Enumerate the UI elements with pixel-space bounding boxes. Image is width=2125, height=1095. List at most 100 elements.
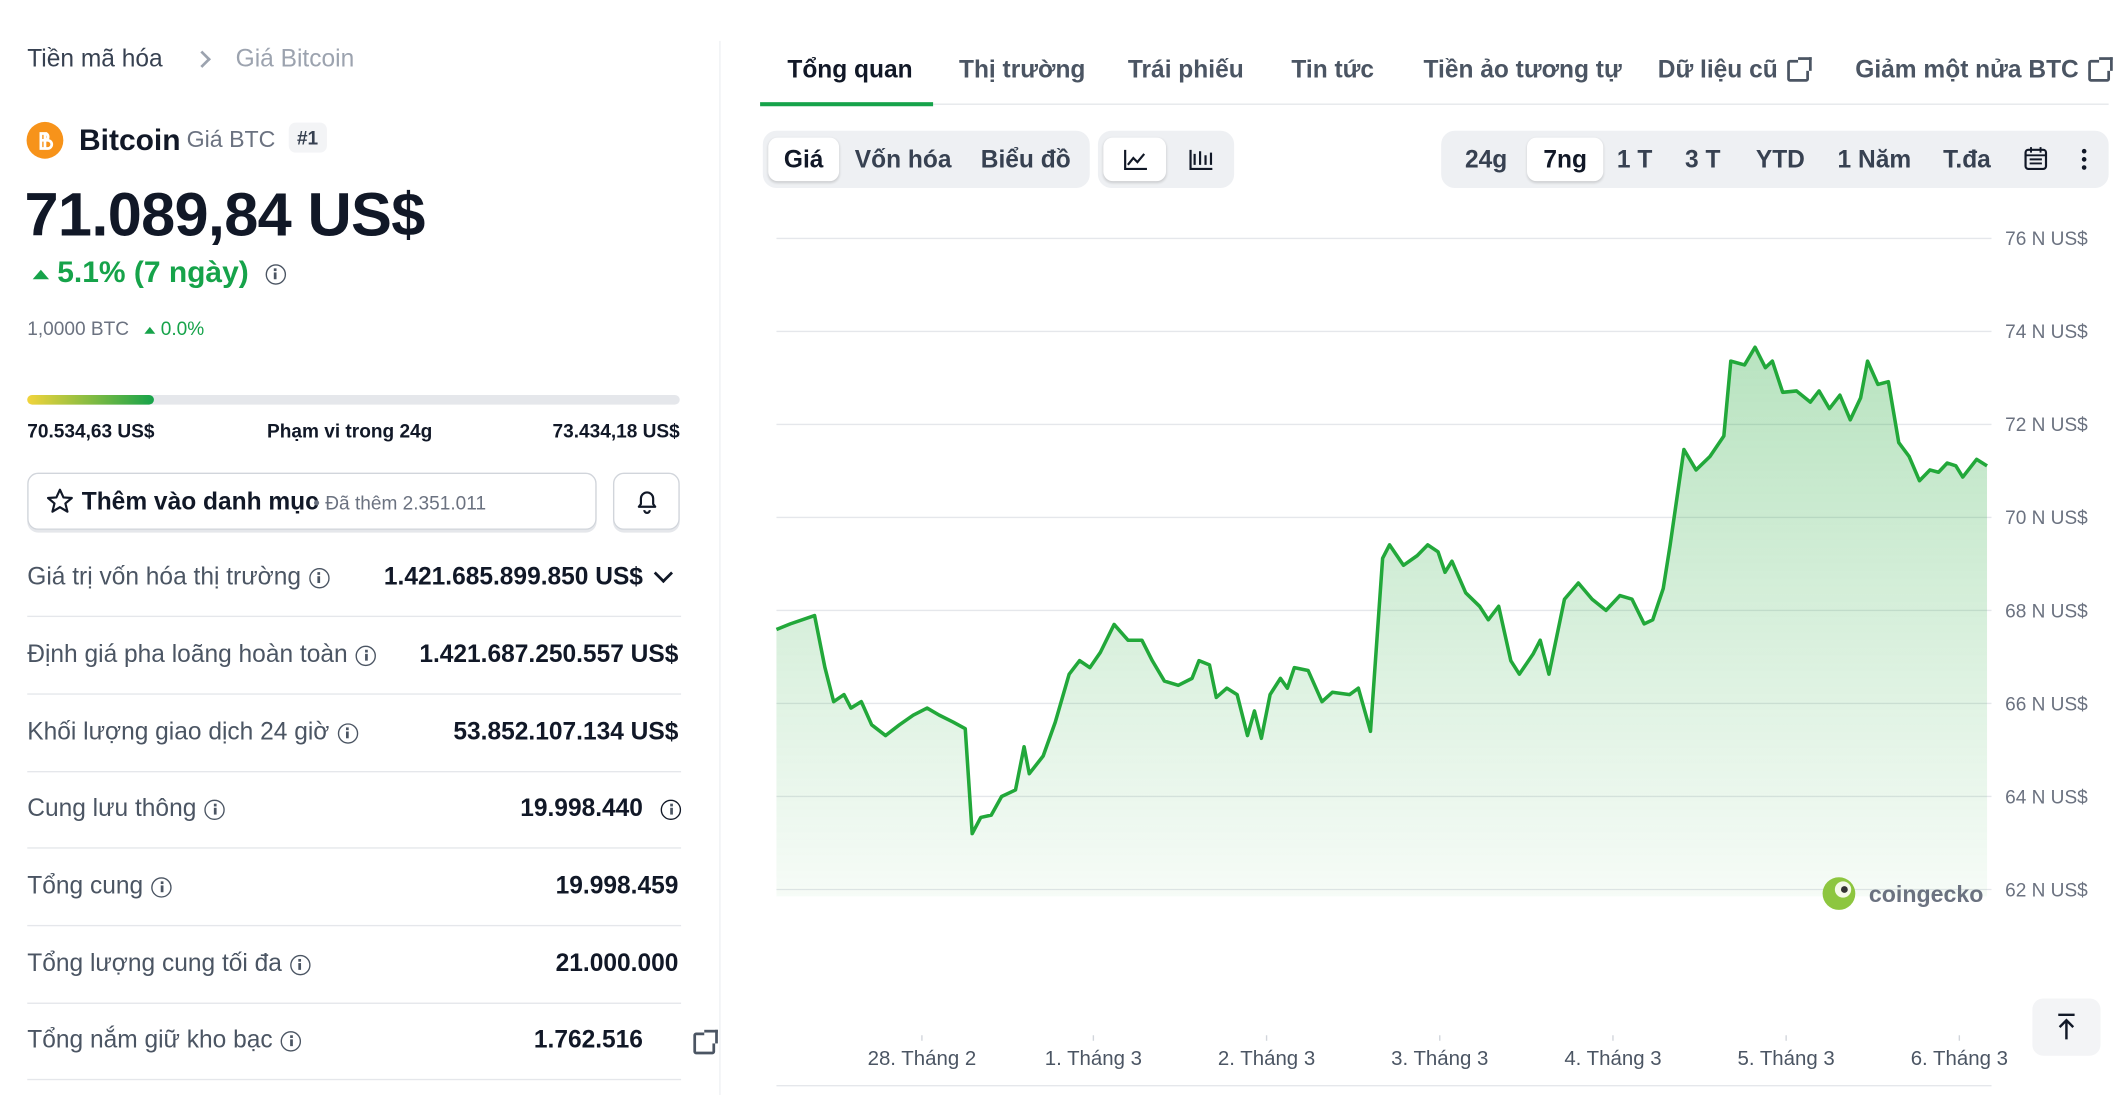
row-separator xyxy=(27,693,682,695)
range-button[interactable]: 24g xyxy=(1465,145,1508,173)
range-button[interactable]: 3 T xyxy=(1684,145,1721,173)
y-tick-label: 76 N US$ xyxy=(2005,229,2088,250)
btc-change: 0.0% xyxy=(144,317,204,339)
tab-label: Tiền ảo tương tự xyxy=(1423,55,1622,84)
stat-value: 1.421.685.899.850 US$ xyxy=(383,562,643,590)
external-link-icon xyxy=(1787,57,1812,83)
range-high: 73.434,18 US$ xyxy=(552,419,680,442)
line-style-button[interactable] xyxy=(1103,137,1167,182)
tab-indicator xyxy=(760,102,934,107)
price: 71.089,84 US$ xyxy=(24,179,426,250)
scroll-top-button[interactable] xyxy=(2032,998,2101,1056)
arrow-up-icon xyxy=(2058,1013,2075,1040)
range-track xyxy=(27,395,680,405)
chart-mode-button[interactable]: Biểu đồ xyxy=(980,145,1071,173)
chart-mode-button[interactable]: Giá xyxy=(768,137,840,182)
coin-name: Bitcoin xyxy=(79,122,181,157)
breadcrumb-current: Giá Bitcoin xyxy=(235,44,355,73)
tab-label: Tổng quan xyxy=(787,55,913,84)
more-icon[interactable] xyxy=(2073,144,2095,174)
y-tick-label: 68 N US$ xyxy=(2005,601,2088,622)
range-button[interactable]: 1 T xyxy=(1616,145,1653,173)
row-separator xyxy=(27,1002,682,1004)
x-tick-label: 6. Tháng 3 xyxy=(1911,1048,2008,1070)
stat-value: 1.421.687.250.557 US$ xyxy=(419,640,679,668)
y-tick-label: 74 N US$ xyxy=(2005,322,2088,343)
row-separator xyxy=(27,847,682,849)
tab[interactable]: Tiền ảo tương tự xyxy=(1423,56,1621,85)
row-separator xyxy=(27,770,682,773)
x-tick-label: 4. Tháng 3 xyxy=(1564,1048,1661,1070)
stat-value: 21.000.000 xyxy=(555,949,679,977)
x-tick-label: 3. Tháng 3 xyxy=(1391,1048,1488,1070)
tab-label: Tin tức xyxy=(1291,55,1375,84)
stat-label: Giá trị vốn hóa thị trường xyxy=(27,563,330,592)
btc-change-text: 0.0% xyxy=(160,317,205,340)
tab-border xyxy=(760,103,2109,105)
info-icon[interactable] xyxy=(660,799,682,821)
range-button[interactable]: 1 Năm xyxy=(1837,145,1912,173)
watchlist-button[interactable]: Thêm vào danh mục • Đã thêm 2.351.011 xyxy=(27,472,597,530)
row-separator xyxy=(27,924,682,927)
btc-amount: 1,0000 BTC xyxy=(27,317,130,340)
stat-label: Tổng cung xyxy=(27,872,172,901)
range-label: Phạm vi trong 24g xyxy=(266,419,433,442)
breadcrumb-link[interactable]: Tiền mã hóa xyxy=(27,44,163,73)
candle-icon xyxy=(1189,149,1213,171)
info-icon[interactable] xyxy=(290,954,311,975)
x-tick-label: 1. Tháng 3 xyxy=(1045,1048,1142,1070)
range-button[interactable]: YTD xyxy=(1755,145,1805,173)
tab[interactable]: Giảm một nửa BTC xyxy=(1855,56,2113,85)
external-link-icon xyxy=(2088,57,2113,83)
info-icon[interactable] xyxy=(337,722,358,744)
info-icon[interactable] xyxy=(204,799,225,820)
coin-icon xyxy=(26,121,64,159)
bell-icon xyxy=(637,491,657,514)
tab[interactable]: Tin tức xyxy=(1291,56,1374,85)
row-separator xyxy=(27,615,682,618)
stat-label: Định giá pha loãng hoàn toàn xyxy=(27,640,377,669)
info-icon[interactable] xyxy=(309,567,330,589)
watermark: coingecko xyxy=(1822,877,1983,910)
coin-symbol: Giá BTC xyxy=(186,126,276,153)
chart-mode-button[interactable]: Vốn hóa xyxy=(854,145,952,173)
panel-divider xyxy=(719,40,721,1095)
y-tick-label: 72 N US$ xyxy=(2005,415,2088,436)
tab[interactable]: Thị trường xyxy=(959,56,1085,85)
alert-button[interactable] xyxy=(612,472,680,530)
info-icon[interactable] xyxy=(280,1030,302,1052)
x-tick-label: 28. Tháng 2 xyxy=(868,1048,977,1070)
info-icon[interactable] xyxy=(151,876,172,898)
range-group: 24g 7ng 1 T 3 T YTD 1 Năm T.đa xyxy=(1441,130,2109,188)
watchlist-label: Thêm vào danh mục xyxy=(81,487,319,515)
tab[interactable]: Trái phiếu xyxy=(1128,56,1244,85)
price-change-text: 5.1% (7 ngày) xyxy=(57,254,249,289)
external-link-icon[interactable] xyxy=(693,1029,718,1055)
price-line xyxy=(775,345,1988,836)
x-tick-label: 2. Tháng 3 xyxy=(1218,1048,1315,1070)
tab[interactable]: Tổng quan xyxy=(787,56,912,85)
stat-value: 19.998.440 xyxy=(520,794,643,822)
rank-badge: #1 xyxy=(288,122,327,153)
row-separator xyxy=(27,1078,682,1081)
info-icon[interactable] xyxy=(355,645,377,666)
calendar-icon[interactable] xyxy=(2021,144,2051,174)
candle-style-button[interactable] xyxy=(1169,138,1232,182)
tab-label: Trái phiếu xyxy=(1127,55,1244,84)
stat-value: 1.762.516 xyxy=(533,1025,643,1053)
price-area xyxy=(776,347,1988,897)
stat-label: Tổng nắm giữ kho bạc xyxy=(27,1026,302,1055)
tab-label: Dữ liệu cũ xyxy=(1657,55,1778,84)
stat-value: 53.852.107.134 US$ xyxy=(453,717,679,746)
price-change: 5.1% (7 ngày) xyxy=(32,254,286,290)
range-low: 70.534,63 US$ xyxy=(27,419,155,442)
stat-value: 19.998.459 xyxy=(555,871,679,900)
range-button[interactable]: T.đa xyxy=(1943,145,1991,173)
tab[interactable]: Dữ liệu cũ xyxy=(1657,55,1812,85)
y-tick-label: 64 N US$ xyxy=(2005,787,2088,808)
range-button[interactable]: 7ng xyxy=(1527,137,1604,182)
range-fill xyxy=(27,395,154,405)
